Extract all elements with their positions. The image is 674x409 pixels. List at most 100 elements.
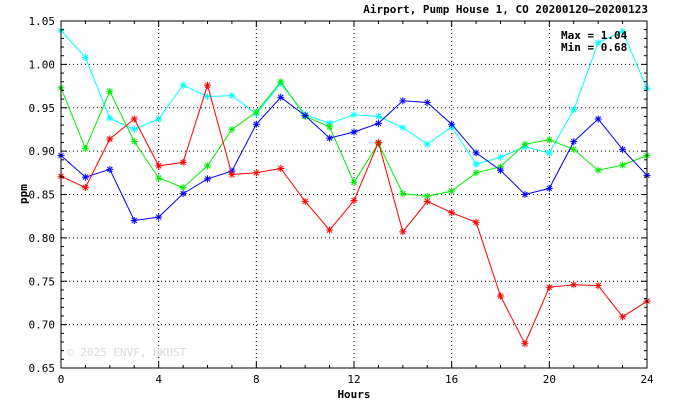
data-point [570,105,578,113]
data-point [204,81,211,89]
data-point [570,145,578,153]
watermark: © 2025 ENVF, HKUST [67,346,187,359]
data-point [374,138,382,146]
data-point [423,197,431,205]
y-tick-label: 0.80 [29,232,56,245]
data-point [521,140,529,148]
series-line [60,83,648,345]
y-axis-label: ppm [17,184,30,204]
max-annotation: Max = 1.04 [561,29,628,42]
data-point [81,173,89,181]
data-point [374,119,382,127]
data-point [277,93,285,101]
data-point [301,112,309,120]
data-point [301,197,309,205]
data-point [326,226,334,234]
data-point [155,115,163,123]
data-point [472,149,480,157]
data-point [350,197,358,205]
x-tick-label: 0 [58,373,65,386]
data-point [594,115,602,123]
data-point [472,160,480,168]
y-tick-label: 1.00 [29,58,56,71]
data-point [228,92,236,100]
data-point [423,192,431,200]
x-tick-label: 16 [445,373,458,386]
data-point [497,166,504,174]
data-point [81,53,89,61]
y-tick-label: 1.05 [29,15,56,28]
data-point [252,108,260,116]
data-point [545,136,553,144]
data-point [448,187,456,195]
data-point [106,114,114,122]
data-point [106,165,114,173]
y-tick-label: 0.65 [29,362,56,375]
data-point [106,87,114,95]
data-point [155,162,163,170]
axis-ticks: 0 4 8 12 16 20 24 0.65 0.70 0.75 0.80 0.85 0.90 0.95 1… [29,15,654,386]
data-point [619,145,627,153]
data-point [619,27,627,35]
data-point [179,184,187,192]
data-point [374,112,382,120]
data-point [155,174,163,182]
data-point [545,149,553,157]
data-point [545,283,553,291]
data-point [130,217,138,225]
x-axis-label: Hours [337,388,370,401]
y-tick-label: 0.70 [29,319,56,332]
data-point [130,138,138,146]
chart-title: Airport, Pump House 1, CO 20200120–20200… [363,3,648,16]
data-point [179,190,187,198]
data-point [252,120,260,128]
x-tick-label: 8 [253,373,260,386]
series-2 [57,78,651,200]
data-point [448,209,456,217]
data-point [204,162,211,170]
y-tick-label: 0.85 [29,189,56,202]
gridlines [61,21,647,368]
y-tick-label: 0.90 [29,145,56,158]
data-point [179,81,187,89]
data-point [228,125,236,133]
x-tick-label: 24 [640,373,654,386]
data-point [497,153,504,161]
data-point [277,78,285,86]
data-point [81,145,89,153]
data-point [106,135,114,143]
data-point [155,213,163,221]
data-point [472,218,480,226]
data-point [179,158,187,166]
data-point [350,128,358,136]
data-point [594,39,602,47]
data-point [204,92,211,100]
data-point [326,134,334,142]
data-point [130,125,138,133]
data-point [619,161,627,169]
min-annotation: Min = 0.68 [561,41,627,54]
data-point [252,169,260,177]
data-point [277,164,285,172]
data-point [472,169,480,177]
data-point [130,115,138,123]
data-point [619,313,627,321]
data-point [594,166,602,174]
data-point [570,281,578,289]
data-point [545,184,553,192]
data-point [81,184,89,192]
data-point [399,124,407,132]
data-point [326,123,334,131]
data-point [521,191,529,198]
data-point [228,171,236,179]
x-tick-label: 20 [543,373,556,386]
data-point [423,140,431,148]
series-layer [57,27,651,348]
x-tick-label: 4 [155,373,162,386]
data-point [204,175,211,183]
y-tick-label: 0.75 [29,275,56,288]
data-point [350,178,358,186]
data-point [423,99,431,107]
data-point [399,190,407,198]
